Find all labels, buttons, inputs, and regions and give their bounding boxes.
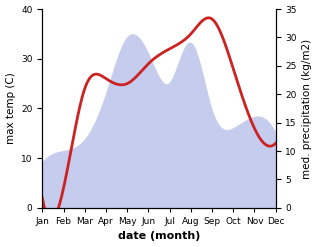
X-axis label: date (month): date (month)	[118, 231, 200, 242]
Y-axis label: med. precipitation (kg/m2): med. precipitation (kg/m2)	[302, 38, 313, 179]
Y-axis label: max temp (C): max temp (C)	[5, 73, 16, 144]
